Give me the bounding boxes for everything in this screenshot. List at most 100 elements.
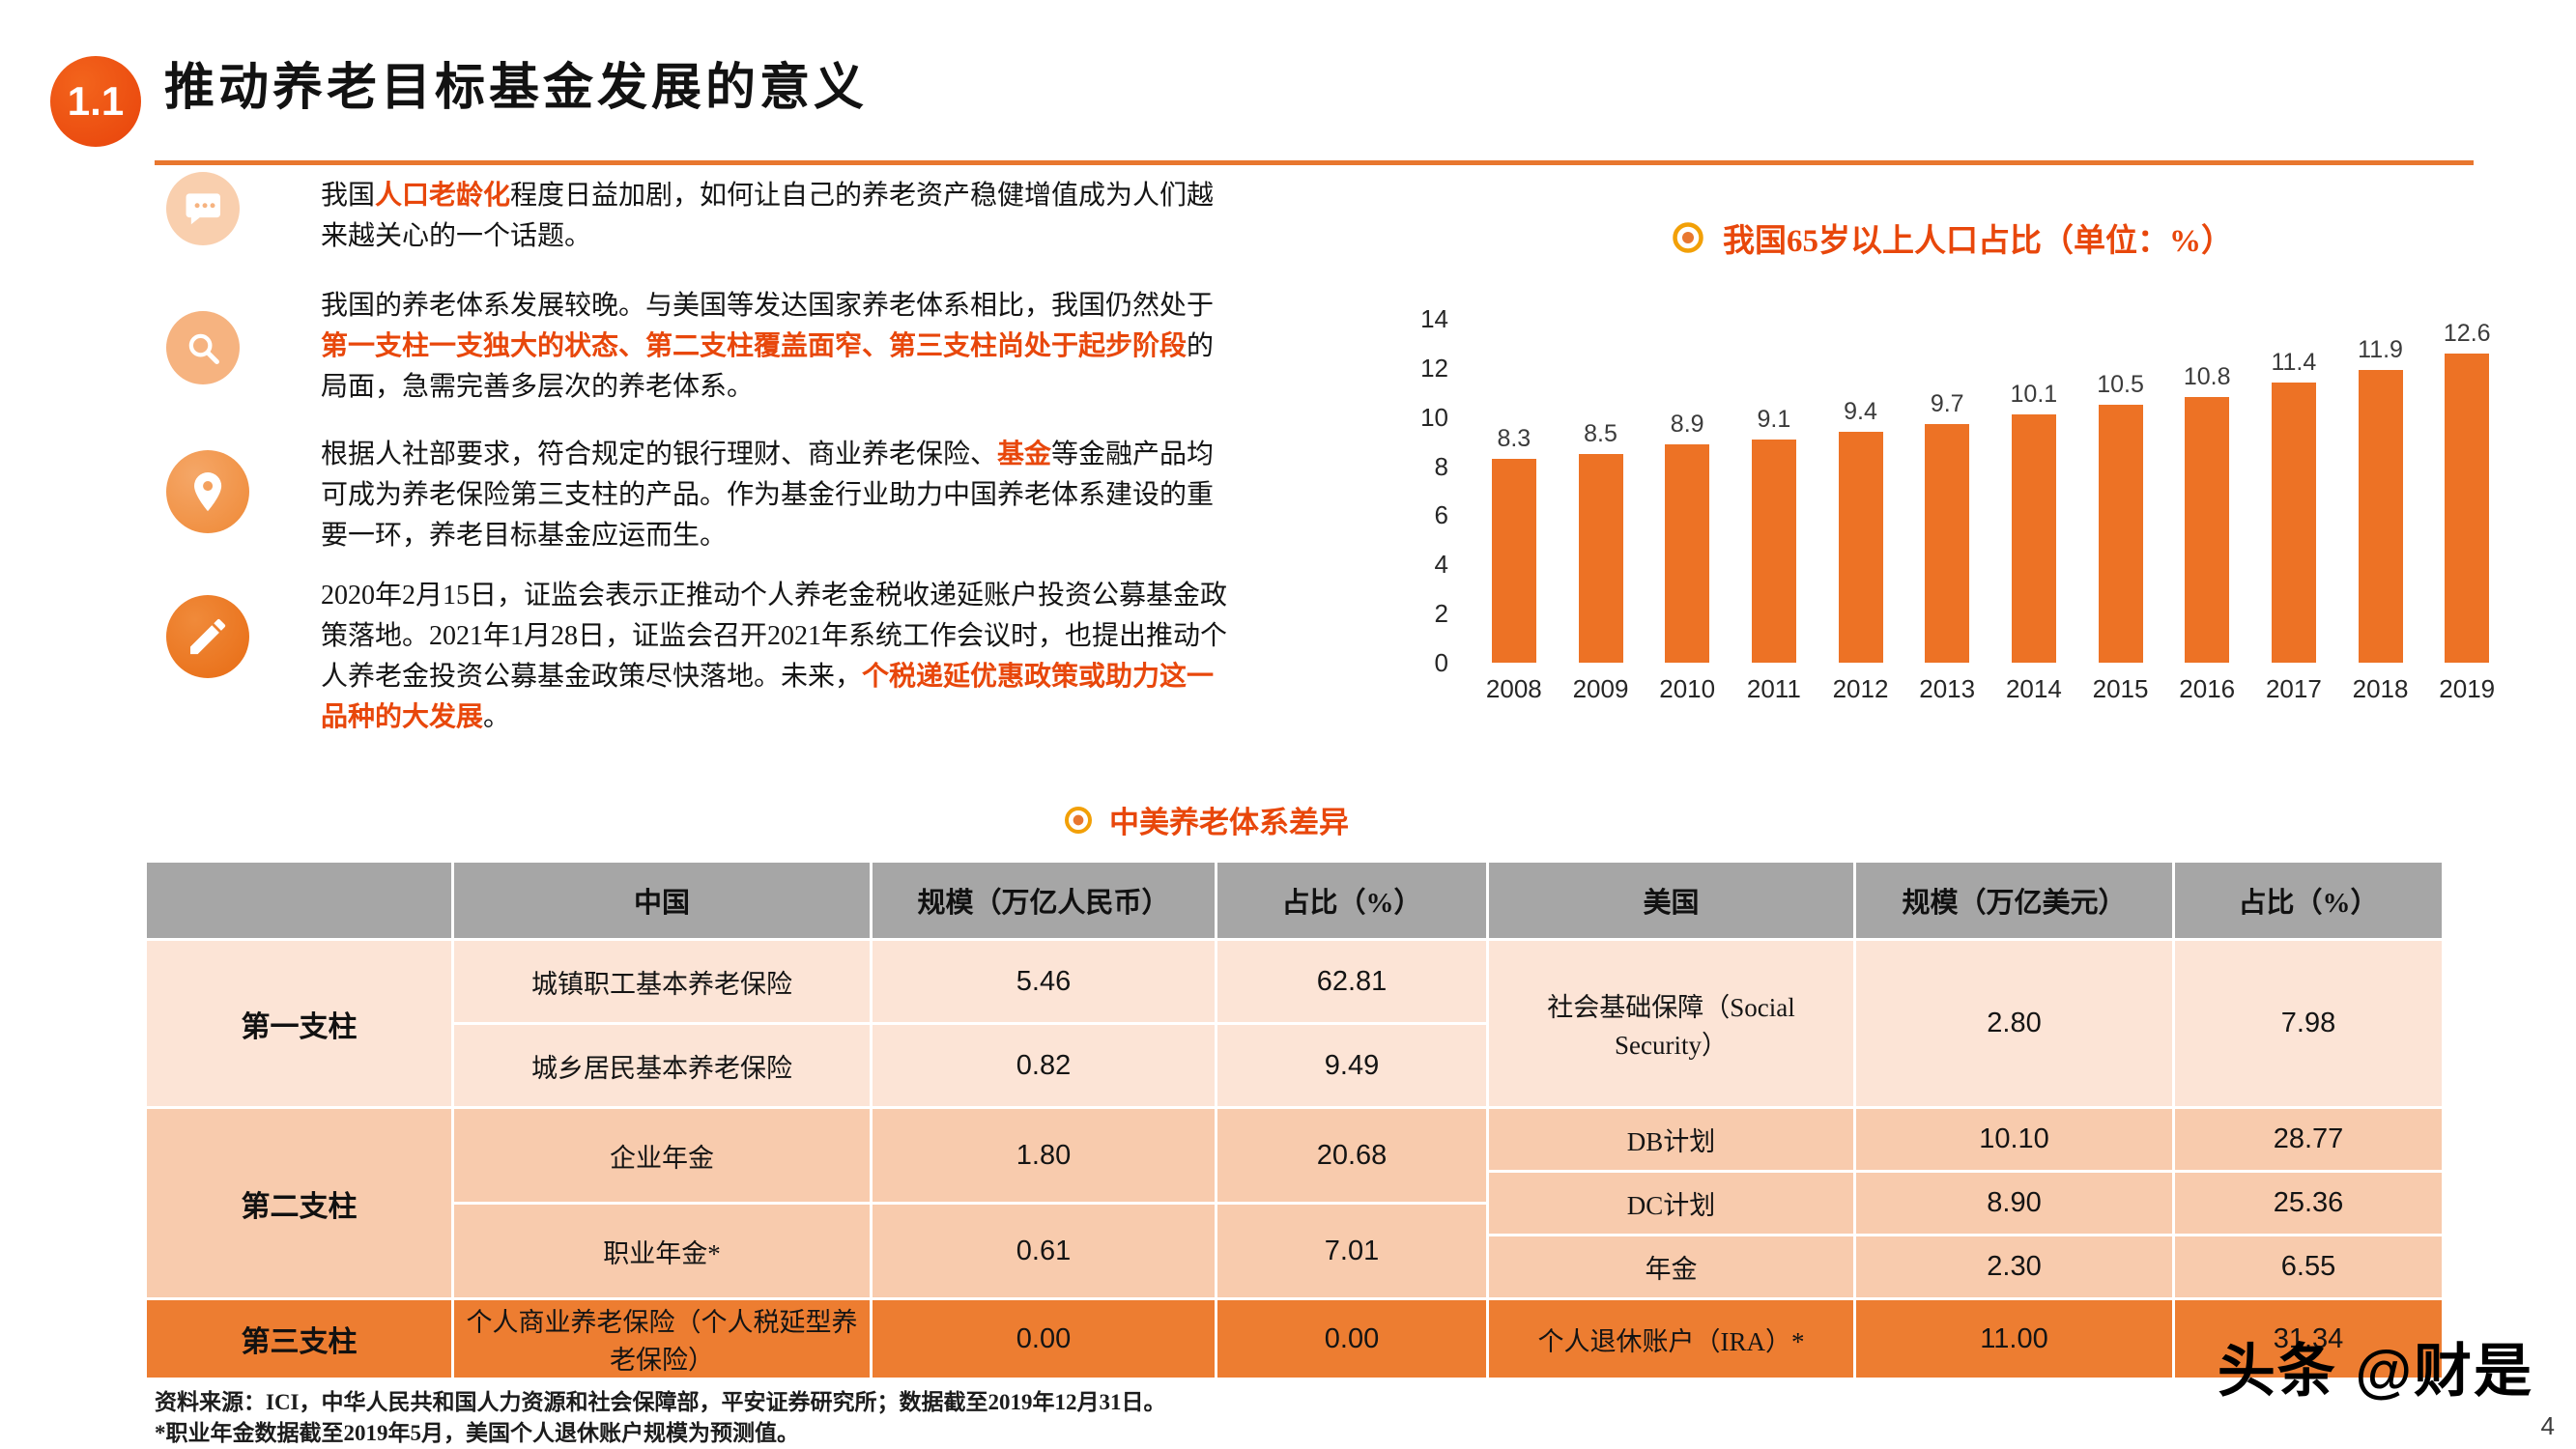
y-tick-label: 12: [1420, 353, 1448, 383]
chart-yaxis: 0 2 4 6 8 10 12 14: [1403, 304, 1456, 677]
chart-xlabels: 2008 2009 2010 2011 2012 2013 2014 2015 2016 2017…: [1471, 674, 2510, 704]
table-cell: 社会基础保障（Social Security）: [1489, 941, 1853, 1106]
bar: [2358, 370, 2403, 663]
bar: [2185, 397, 2230, 663]
paragraph-third-pillar: 根据人社部要求，符合规定的银行理财、商业养老保险、基金等金融产品均可成为养老保险…: [321, 435, 1234, 556]
text-segment: 我国: [321, 181, 376, 211]
footnote: *职业年金数据截至2019年5月，美国个人退休账户规模为预测值。: [155, 1421, 799, 1445]
bar-value-label: 11.9: [2358, 336, 2403, 364]
text-segment: 程度日益加剧，如何让自己的养老资产稳健增值成为人们越来越关心的一个话题。: [321, 181, 1215, 251]
highlight-segment: 基金: [997, 440, 1052, 469]
population-chart: 0 2 4 6 8 10 12 14 8.3 8.5 8.9 9.1 9.4 9.7 10.1 10.5 10…: [1403, 304, 2510, 704]
table-cell: 31.34: [2175, 1300, 2442, 1378]
section-number: 1.1: [67, 78, 125, 124]
table-section-title-text: 中美养老体系差异: [1109, 806, 1349, 839]
highlight-segment: 第一支柱一支独大的状态、第二支柱覆盖面窄、第三支柱尚处于起步阶段: [321, 331, 1188, 361]
text-segment: 等金融产品均可成为养老保险第三支柱的产品。作为基金行业助力中国养老体系建设的重要…: [321, 440, 1215, 551]
bar: [1578, 453, 1623, 663]
comment-icon-glyph: [186, 193, 220, 224]
bar-value-label: 10.8: [2183, 363, 2231, 391]
table-cell: 0.61: [873, 1205, 1215, 1297]
header-empty: [147, 863, 451, 938]
y-tick-label: 10: [1420, 402, 1448, 432]
table-section-title: 中美养老体系差异: [1063, 798, 1349, 841]
y-tick-label: 4: [1434, 550, 1448, 580]
title-underline: [155, 160, 2474, 165]
text-segment: 的局面，急需完善多层次的养老体系。: [321, 331, 1215, 402]
bar-value-label: 9.7: [1930, 390, 1964, 418]
bar-value-label: 10.5: [2097, 371, 2144, 398]
x-tick-label: 2012: [1832, 674, 1889, 703]
x-tick-label: 2016: [2179, 674, 2236, 703]
page-title: 推动养老目标基金发展的意义: [164, 61, 869, 116]
table-cell: 个人退休账户（IRA）*: [1489, 1300, 1853, 1378]
table-cell: 8.90: [1856, 1173, 2172, 1234]
text-segment: 我国的养老体系发展较晚。与美国等发达国家养老体系相比，我国仍然处于: [321, 291, 1215, 321]
bar: [1838, 431, 1883, 663]
page-number: 4: [2540, 1411, 2555, 1440]
paragraph-pension-system: 我国的养老体系发展较晚。与美国等发达国家养老体系相比，我国仍然处于第一支柱一支独…: [321, 286, 1234, 408]
section-number-badge: 1.1: [50, 56, 141, 147]
bar: [1751, 439, 1796, 663]
bar-value-label: 12.6: [2443, 319, 2491, 347]
chart-title-text: 我国65岁以上人口占比（单位：%）: [1723, 224, 2233, 259]
table-cell: 62.81: [1217, 941, 1486, 1022]
header-china-scale: 规模（万亿人民币）: [873, 863, 1215, 938]
table-cell: 11.00: [1856, 1300, 2172, 1378]
search-icon-glyph: [188, 333, 219, 364]
x-tick-label: 2013: [1919, 674, 1976, 703]
text-segment: 根据人社部要求，符合规定的银行理财、商业养老保险、: [321, 440, 998, 469]
bar: [2445, 353, 2490, 663]
bar-value-label: 9.1: [1757, 405, 1791, 433]
table-cell: 6.55: [2175, 1236, 2442, 1297]
x-tick-label: 2008: [1485, 674, 1542, 703]
x-tick-label: 2010: [1659, 674, 1716, 703]
bullseye-icon: [1673, 222, 1703, 253]
table-cell: 5.46: [873, 941, 1215, 1022]
bar-2010: 8.9: [1644, 411, 1731, 663]
y-tick-label: 0: [1434, 648, 1448, 677]
pillar1-label: 第一支柱: [147, 941, 451, 1106]
table-cell: 2.30: [1856, 1236, 2172, 1297]
table-cell: 城镇职工基本养老保险: [454, 941, 870, 1022]
text-segment: 2020年2月15日，证监会表示正推动个人养老金税收递延账户投资公募基金政策落地…: [321, 581, 1228, 692]
bullseye-icon: [1065, 806, 1092, 834]
table-cell: 0.00: [873, 1300, 1215, 1378]
watermark: 头条 @财是: [2217, 1339, 2533, 1404]
x-tick-label: 2009: [1572, 674, 1629, 703]
bar-value-label: 11.4: [2271, 349, 2317, 377]
table-cell: 7.01: [1217, 1205, 1486, 1297]
header-us-share: 占比（%）: [2175, 863, 2442, 938]
bar: [1491, 458, 1536, 663]
location-pin-icon: [166, 450, 249, 533]
bar-2016: 10.8: [2163, 363, 2250, 663]
table-cell: 城乡居民基本养老保险: [454, 1025, 870, 1106]
x-tick-label: 2017: [2265, 674, 2322, 703]
comment-icon: [166, 172, 240, 245]
location-pin-icon-glyph: [193, 471, 222, 512]
bar-2017: 11.4: [2250, 349, 2337, 663]
bar: [2098, 405, 2143, 663]
table-cell: 20.68: [1217, 1109, 1486, 1202]
bar-2009: 8.5: [1558, 420, 1645, 663]
text-segment: 。: [483, 702, 511, 732]
header-china: 中国: [454, 863, 870, 938]
search-icon: [166, 311, 240, 384]
paragraph-policy: 2020年2月15日，证监会表示正推动个人养老金税收递延账户投资公募基金政策落地…: [321, 576, 1234, 738]
bar-2011: 9.1: [1731, 406, 1818, 663]
table-cell: 年金: [1489, 1236, 1853, 1297]
y-tick-label: 2: [1434, 599, 1448, 629]
table-cell: 2.80: [1856, 941, 2172, 1106]
chart-title: 我国65岁以上人口占比（单位：%）: [1401, 214, 2503, 261]
bar-2013: 9.7: [1903, 390, 1990, 663]
y-tick-label: 14: [1420, 304, 1448, 333]
bar: [2271, 383, 2316, 663]
y-tick-label: 8: [1434, 451, 1448, 481]
table-cell: 企业年金: [454, 1109, 870, 1202]
table-cell: 28.77: [2175, 1109, 2442, 1170]
table-cell: 职业年金*: [454, 1205, 870, 1297]
bar-2019: 12.6: [2423, 320, 2510, 663]
paragraph-aging: 我国人口老龄化程度日益加剧，如何让自己的养老资产稳健增值成为人们越来越关心的一个…: [321, 176, 1234, 257]
bar-2015: 10.5: [2077, 371, 2164, 663]
bar: [2011, 414, 2056, 663]
